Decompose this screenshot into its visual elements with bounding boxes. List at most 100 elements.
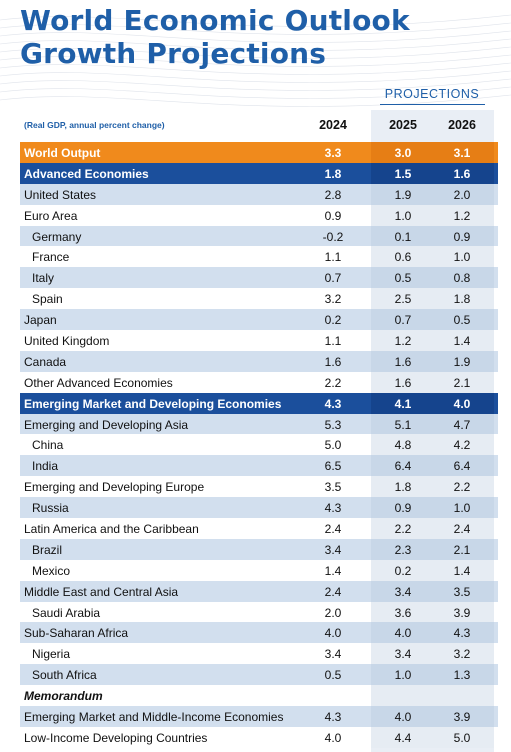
projections-underline [380,104,485,105]
row-label: Latin America and the Caribbean [24,522,199,537]
value-2025: 1.6 [394,375,412,390]
table-row: World Output 3.3 3.0 3.1 [20,142,498,163]
value-2024: 1.6 [324,354,342,369]
row-label: Nigeria [32,647,71,662]
value-2024: 2.2 [324,375,342,390]
value-2025: 4.0 [394,710,412,725]
year-header-2026: 2026 [448,118,476,132]
value-2026: 4.2 [453,438,471,453]
row-label: Sub-Saharan Africa [24,626,129,641]
value-2024: 1.1 [324,334,342,349]
table-row: Nigeria 3.4 3.4 3.2 [20,643,498,665]
table-row: China 5.0 4.8 4.2 [20,434,498,456]
value-2026: 0.9 [453,229,471,244]
page-title: World Economic Outlook Growth Projection… [20,4,410,70]
table-row: Saudi Arabia 2.0 3.6 3.9 [20,601,498,623]
row-label: Euro Area [24,208,78,223]
table-row: Low-Income Developing Countries 4.0 4.4 5.0 [20,726,498,748]
table-row: India 6.5 6.4 6.4 [20,455,498,477]
table-row: Middle East and Central Asia 2.4 3.4 3.5 [20,580,498,602]
row-label: Memorandum [24,689,103,704]
value-2025: 1.0 [394,668,412,683]
value-2024: 6.5 [324,459,342,474]
table-row: Latin America and the Caribbean 2.4 2.2 2.4 [20,518,498,539]
row-label: Emerging Market and Developing Economies [24,396,282,411]
row-label: France [32,250,70,265]
value-2026: 2.4 [453,522,471,537]
value-2026: 1.8 [453,292,471,307]
value-2025: 3.4 [394,584,412,599]
value-2024: 4.3 [324,501,342,516]
year-header-2025: 2025 [389,118,417,132]
units-note: (Real GDP, annual percent change) [24,120,165,130]
value-2025: 1.0 [394,208,412,223]
value-2025: 0.5 [394,271,412,286]
value-2025: 1.6 [394,354,412,369]
table-row: Italy 0.7 0.5 0.8 [20,267,498,289]
value-2024: 5.0 [324,438,342,453]
value-2026: 1.3 [453,668,471,683]
value-2026: 3.9 [453,710,471,725]
value-2024: 3.4 [324,542,342,557]
value-2024: 1.1 [324,250,342,265]
value-2025: 0.2 [394,563,412,578]
row-label: Emerging and Developing Europe [24,480,205,495]
table-row: Brazil 3.4 2.3 2.1 [20,538,498,560]
value-2024: 3.5 [324,480,342,495]
row-label: Canada [24,354,67,369]
value-2025: 1.8 [394,480,412,495]
value-2025: 2.5 [394,292,412,307]
value-2024: 1.4 [324,563,342,578]
background-wave-pattern [0,14,511,107]
row-label: Middle East and Central Asia [24,584,179,599]
row-label: Mexico [32,563,71,578]
table-row: Emerging Market and Developing Economies… [20,392,498,414]
value-2025: 1.2 [394,334,412,349]
table-row: Mexico 1.4 0.2 1.4 [20,559,498,581]
table-row: Emerging Market and Middle-Income Econom… [20,706,498,727]
value-2025: 1.9 [394,187,412,202]
value-2025: 1.5 [394,166,412,181]
row-label: Emerging and Developing Asia [24,417,189,432]
table-row: Spain 3.2 2.5 1.8 [20,288,498,310]
table-row: United States 2.8 1.9 2.0 [20,183,498,205]
table-row: Japan 0.2 0.7 0.5 [20,309,498,331]
row-label: China [32,438,64,453]
value-2026: 0.5 [453,313,471,328]
title-line-2: Growth Projections [20,37,327,70]
table-row: Canada 1.6 1.6 1.9 [20,350,498,372]
growth-table: World Output 3.3 3.0 3.1 Advanced Economies 1… [20,142,498,748]
row-label: Advanced Economies [24,166,149,181]
value-2026: 2.1 [453,542,471,557]
value-2026: 0.8 [453,271,471,286]
row-label: Russia [32,501,69,516]
title-line-1: World Economic Outlook [20,4,410,37]
value-2025: 0.6 [394,250,412,265]
value-2026: 2.0 [453,187,471,202]
value-2024: -0.2 [322,229,344,244]
value-2026: 2.1 [453,375,471,390]
table-row: South Africa 0.5 1.0 1.3 [20,664,498,686]
value-2026: 1.2 [453,208,471,223]
value-2026: 3.1 [453,146,471,160]
value-2024: 3.3 [324,146,342,160]
value-2025: 2.3 [394,542,412,557]
value-2025: 3.4 [394,647,412,662]
value-2026: 5.0 [453,730,471,745]
table-row: Emerging and Developing Asia 5.3 5.1 4.7 [20,413,498,435]
row-label: Saudi Arabia [32,605,101,620]
table-row: Sub-Saharan Africa 4.0 4.0 4.3 [20,622,498,644]
value-2026: 2.2 [453,480,471,495]
value-2026: 3.2 [453,647,471,662]
value-2026: 4.7 [453,417,471,432]
value-2025: 3.0 [394,146,412,160]
table-row: Memorandum [20,685,498,707]
value-2026: 1.0 [453,250,471,265]
projection-shade [371,685,494,707]
value-2025: 4.0 [394,626,412,641]
value-2024: 5.3 [324,417,342,432]
value-2026: 1.4 [453,563,471,578]
row-label: World Output [24,146,101,160]
value-2025: 6.4 [394,459,412,474]
value-2024: 2.8 [324,187,342,202]
